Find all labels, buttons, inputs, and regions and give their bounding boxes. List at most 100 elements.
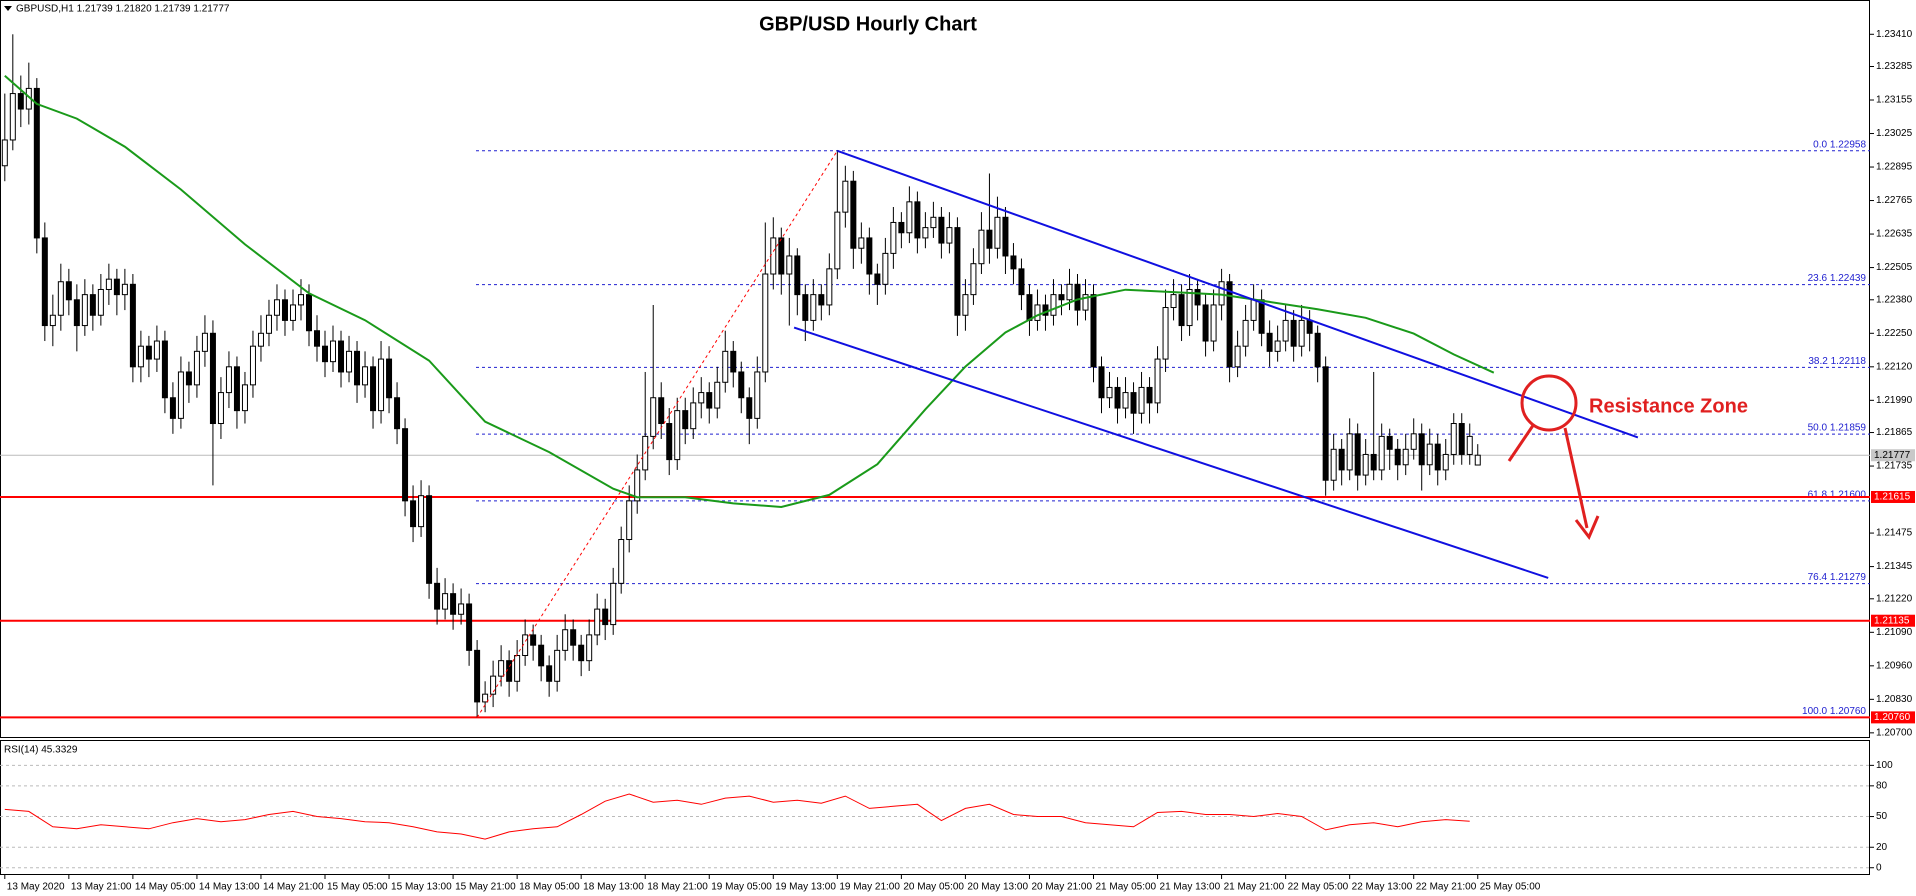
candle-body — [482, 693, 489, 703]
candle-body — [201, 332, 208, 352]
candle-body — [289, 304, 296, 321]
candle-body — [338, 340, 345, 373]
candle-body — [1, 139, 8, 167]
candle-body — [17, 93, 24, 110]
candle-body — [1410, 433, 1417, 450]
candle-body — [1010, 255, 1017, 270]
candle-body — [778, 237, 785, 275]
header-icon — [4, 6, 12, 11]
y-tick-label: 1.20830 — [1876, 694, 1913, 705]
candle-body — [626, 500, 633, 541]
candle-body — [802, 294, 809, 321]
candle-body — [706, 392, 713, 409]
y-tick-label: 1.23410 — [1876, 29, 1913, 40]
candle-body — [225, 366, 232, 394]
current-price-box — [1871, 449, 1915, 462]
candle-body — [1330, 448, 1337, 481]
x-tick-label: 21 May 21:00 — [1224, 882, 1285, 893]
candle-body — [1098, 366, 1105, 399]
candle-body — [209, 332, 216, 425]
candle-body — [906, 201, 913, 234]
x-tick-label: 19 May 13:00 — [775, 882, 836, 893]
rsi-line — [4, 793, 1470, 840]
candle-body — [273, 299, 280, 316]
candle-body — [257, 332, 264, 347]
x-tick-label: 21 May 13:00 — [1160, 882, 1221, 893]
candle-body — [514, 655, 521, 682]
candle-body — [458, 603, 465, 615]
candle-body — [1290, 319, 1297, 347]
level-label: 1.21615 — [1874, 492, 1911, 503]
candle-body — [1114, 386, 1121, 409]
candle-body — [1266, 332, 1273, 352]
y-tick-label: 1.21090 — [1876, 627, 1913, 638]
y-tick-label: 1.23155 — [1876, 95, 1913, 106]
candle-body — [265, 314, 272, 334]
candle-body — [1106, 386, 1113, 399]
candle-body — [1314, 332, 1321, 368]
candle-body — [322, 345, 329, 363]
trendline — [476, 150, 838, 718]
candle-body — [474, 649, 481, 703]
candle-body — [370, 366, 377, 412]
candle-body — [730, 350, 737, 373]
candle-body — [986, 229, 993, 249]
candle-body — [418, 495, 425, 528]
current-price-label: 1.21777 — [1874, 450, 1911, 461]
candle-body — [698, 392, 705, 404]
fib-label: 38.2 1.22118 — [1808, 356, 1866, 367]
candle-body — [1074, 283, 1081, 311]
symbol-header: GBPUSD,H1 1.21739 1.21820 1.21739 1.2177… — [16, 4, 230, 15]
x-tick-label: 25 May 05:00 — [1480, 882, 1541, 893]
candle-body — [346, 350, 353, 373]
candle-body — [1178, 294, 1185, 327]
candle-body — [1146, 386, 1153, 404]
candle-body — [530, 634, 537, 646]
candle-body — [1282, 319, 1289, 342]
candle-body — [1322, 366, 1329, 481]
x-tick-label: 18 May 13:00 — [583, 882, 644, 893]
candle-body — [674, 410, 681, 461]
candle-body — [954, 227, 961, 316]
rsi-tick-label: 0 — [1876, 862, 1882, 873]
candle-body — [882, 252, 889, 285]
candle-body — [426, 495, 433, 584]
candle-body — [914, 201, 921, 239]
candle-body — [249, 345, 256, 386]
candle-body — [1386, 435, 1393, 450]
moving-average — [4, 75, 1495, 509]
candle-body — [362, 366, 369, 386]
y-tick-label: 1.22380 — [1876, 294, 1913, 305]
candle-body — [1338, 448, 1345, 471]
candle-body — [938, 216, 945, 244]
candle-body — [450, 593, 457, 615]
candle-body — [9, 93, 16, 141]
x-tick-label: 13 May 21:00 — [71, 882, 132, 893]
candle-body — [1346, 433, 1353, 471]
candle-body — [81, 294, 88, 327]
candle-body — [994, 216, 1001, 249]
candle-body — [1250, 299, 1257, 321]
x-tick-label: 20 May 05:00 — [903, 882, 964, 893]
candle-body — [161, 340, 168, 399]
candle-body — [1274, 340, 1281, 352]
candle-body — [1298, 319, 1305, 347]
candle-body — [1442, 453, 1449, 471]
candle-body — [786, 255, 793, 275]
trendline — [793, 326, 1549, 579]
candle-body — [394, 397, 401, 430]
candle-body — [1122, 392, 1129, 409]
candle-body — [690, 402, 697, 430]
y-tick-label: 1.22635 — [1876, 229, 1913, 240]
y-tick-label: 1.21990 — [1876, 395, 1913, 406]
candle-body — [1354, 433, 1361, 476]
candle-body — [586, 634, 593, 662]
candle-body — [89, 294, 96, 316]
y-tick-label: 1.22250 — [1876, 328, 1913, 339]
candle-body — [874, 273, 881, 285]
y-tick-label: 1.23285 — [1876, 61, 1913, 72]
candle-body — [1050, 294, 1057, 316]
y-tick-label: 1.23025 — [1876, 128, 1913, 139]
candle-body — [1426, 443, 1433, 466]
arrow-down-line — [1563, 427, 1589, 529]
